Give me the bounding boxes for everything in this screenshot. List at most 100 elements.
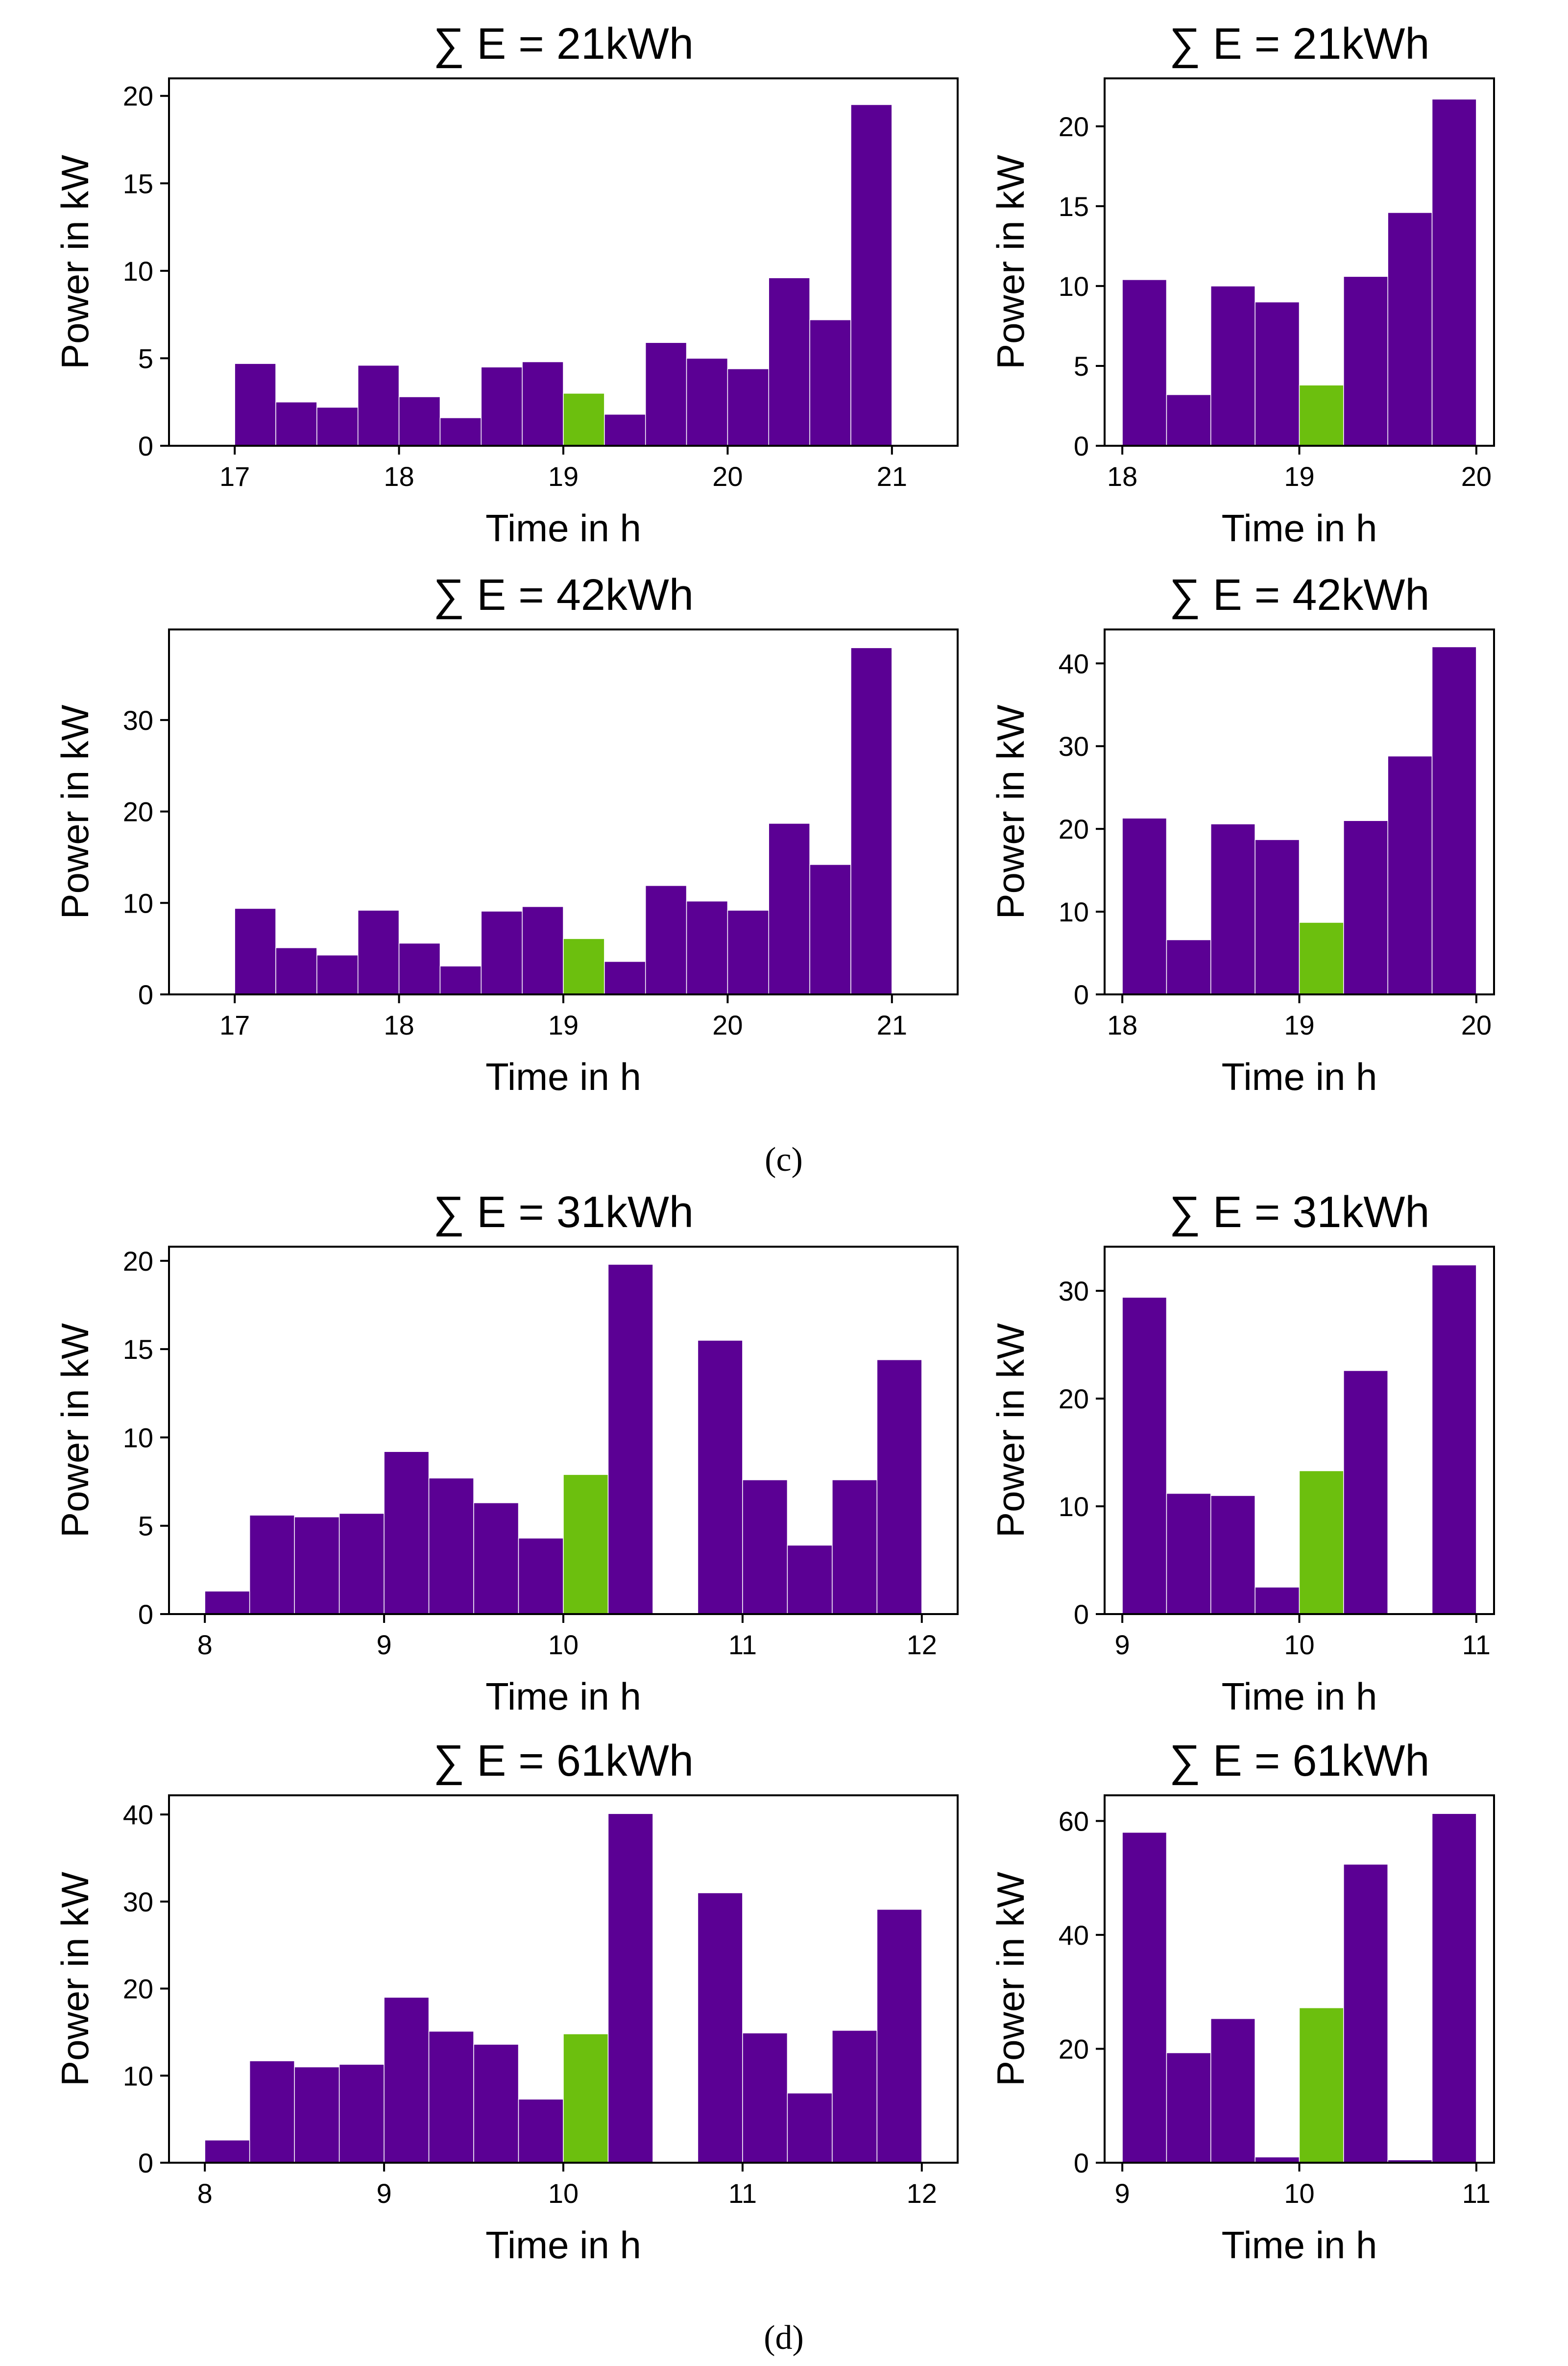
- bar: [518, 1538, 564, 1615]
- x-axis-label: Time in h: [1222, 1055, 1377, 1098]
- x-axis-label: Time in h: [485, 1675, 641, 1718]
- bar-highlight: [563, 393, 605, 446]
- x-tick-label: 12: [907, 2178, 937, 2209]
- y-axis-label: Power in kW: [53, 1872, 96, 2086]
- bar: [294, 1516, 340, 1615]
- bar: [1254, 301, 1300, 446]
- bar: [645, 342, 687, 446]
- x-tick-label: 19: [548, 461, 579, 492]
- y-tick-label: 20: [123, 797, 153, 827]
- bar: [338, 1513, 385, 1615]
- bar: [742, 2032, 788, 2163]
- y-tick-label: 40: [1059, 1920, 1089, 1951]
- bar: [1343, 820, 1388, 995]
- y-tick-label: 15: [123, 1334, 153, 1365]
- bar: [1210, 1495, 1255, 1615]
- bar: [249, 2060, 295, 2163]
- x-axis-label: Time in h: [1222, 2223, 1377, 2267]
- y-tick-label: 5: [138, 1511, 153, 1542]
- bar: [316, 407, 359, 446]
- bar: [1387, 212, 1433, 446]
- y-axis-label: Power in kW: [989, 1323, 1032, 1538]
- bar: [522, 906, 564, 995]
- bar: [697, 1892, 743, 2163]
- y-tick-label: 30: [1059, 731, 1089, 762]
- bar: [275, 401, 317, 446]
- y-tick-label: 0: [138, 979, 153, 1010]
- bar: [1431, 646, 1477, 995]
- bar: [787, 2093, 833, 2163]
- bar: [1343, 276, 1388, 446]
- x-tick-label: 17: [219, 461, 250, 492]
- chart-title: ∑ E = 31kWh: [1169, 1188, 1430, 1237]
- y-tick-label: 0: [1074, 979, 1089, 1010]
- y-tick-label: 10: [123, 2060, 153, 2091]
- y-tick-label: 40: [123, 1799, 153, 1830]
- chart-panel: 17 18 19 20 21 0 5 10 15 20 ∑ E = 21kWh Time in h Po…: [53, 20, 959, 550]
- bar: [607, 1813, 653, 2163]
- bar: [1431, 98, 1477, 446]
- bar: [686, 358, 728, 446]
- x-tick-label: 9: [377, 1629, 392, 1660]
- bar: [234, 363, 276, 446]
- bar: [428, 1477, 474, 1615]
- bar: [876, 1909, 922, 2163]
- x-tick-label: 9: [377, 2178, 392, 2209]
- x-tick-label: 17: [219, 1010, 250, 1040]
- chart-title: ∑ E = 21kWh: [433, 20, 694, 69]
- bar-highlight: [563, 938, 605, 995]
- bar: [481, 911, 523, 995]
- bar: [481, 366, 523, 446]
- x-axis-label: Time in h: [485, 1055, 641, 1098]
- y-axis-label: Power in kW: [53, 704, 96, 919]
- y-tick-label: 10: [123, 1422, 153, 1453]
- y-tick-label: 10: [123, 256, 153, 287]
- y-axis-label: Power in kW: [989, 704, 1032, 919]
- y-axis-label: Power in kW: [53, 155, 96, 369]
- chart-panel: 9 10 11 0 10 20 30 ∑ E = 31kWh Time in h Power in…: [989, 1188, 1495, 1718]
- chart-title: ∑ E = 61kWh: [433, 1737, 694, 1786]
- bar-highlight: [563, 2033, 609, 2163]
- y-tick-label: 20: [123, 1246, 153, 1277]
- y-tick-label: 0: [138, 2148, 153, 2178]
- x-tick-label: 11: [728, 1629, 757, 1660]
- y-tick-label: 15: [123, 168, 153, 199]
- bar: [398, 396, 441, 446]
- bar: [473, 1502, 519, 1615]
- chart-title: ∑ E = 31kWh: [433, 1188, 694, 1237]
- bar: [809, 864, 851, 995]
- x-tick-label: 21: [877, 461, 907, 492]
- x-axis-label: Time in h: [485, 507, 641, 550]
- caption-d: (d): [764, 2319, 804, 2357]
- bar: [1387, 755, 1433, 995]
- bar: [1431, 1264, 1477, 1615]
- bar: [645, 885, 687, 995]
- x-tick-label: 20: [712, 1010, 743, 1040]
- bar: [1166, 394, 1211, 446]
- x-tick-label: 8: [197, 2178, 213, 2209]
- bar-highlight: [1299, 922, 1344, 995]
- bar: [316, 954, 359, 995]
- bar: [1122, 279, 1167, 446]
- y-tick-label: 20: [123, 1974, 153, 2004]
- chart-title: ∑ E = 21kWh: [1169, 20, 1430, 69]
- y-tick-label: 10: [1059, 271, 1089, 302]
- bar-highlight: [1299, 385, 1344, 446]
- y-tick-label: 0: [1074, 431, 1089, 461]
- x-tick-label: 11: [1462, 2178, 1491, 2209]
- y-tick-label: 20: [1059, 814, 1089, 845]
- chart-title: ∑ E = 61kWh: [1169, 1737, 1430, 1786]
- y-axis-label: Power in kW: [53, 1323, 96, 1538]
- x-tick-label: 20: [1461, 461, 1492, 492]
- y-tick-label: 10: [123, 888, 153, 918]
- y-axis-label: Power in kW: [989, 155, 1032, 369]
- bar-highlight: [1299, 2007, 1344, 2163]
- bar: [768, 823, 810, 995]
- bar: [357, 364, 400, 446]
- bar: [384, 1997, 430, 2163]
- chart-panel: 8 9 10 11 12 0 10 20 30 40 ∑ E = 61kWh Time in h Pow…: [53, 1737, 959, 2267]
- bar: [384, 1451, 430, 1615]
- y-tick-label: 30: [123, 705, 153, 736]
- bar: [1343, 1863, 1388, 2163]
